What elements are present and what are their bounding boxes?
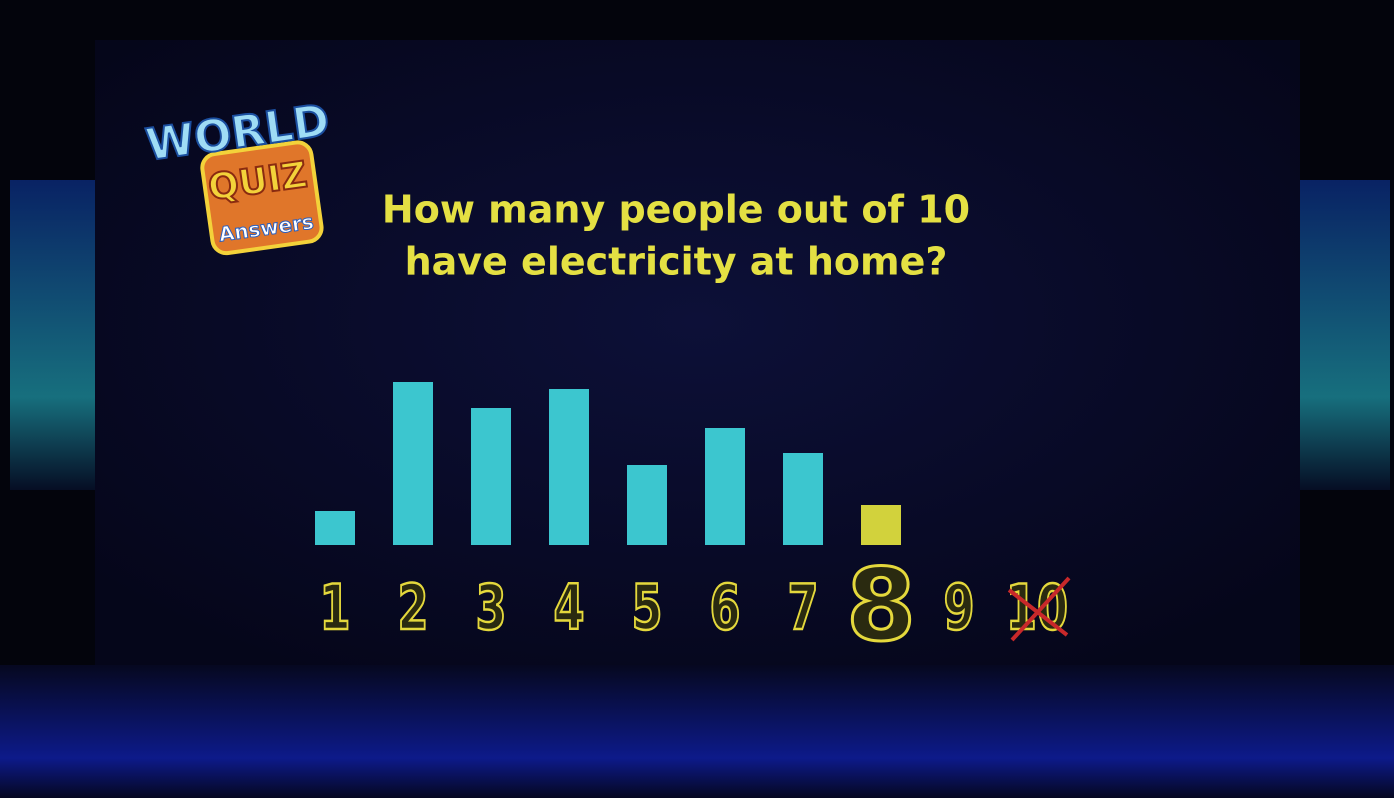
bar [627, 465, 667, 545]
bar [783, 453, 823, 545]
bar [315, 511, 355, 545]
stage-floor [0, 665, 1394, 798]
bar [393, 382, 433, 545]
bar [549, 389, 589, 545]
side-light [1300, 180, 1390, 490]
chart: WORLD QUIZ Answers How many people out o… [0, 0, 1394, 798]
x-tick-label: 2 [397, 571, 428, 643]
bar [705, 428, 745, 545]
x-tick-label: 3 [475, 571, 506, 643]
side-light [10, 180, 95, 490]
x-tick-label: 10 [1006, 571, 1068, 643]
x-tick-label: 5 [631, 571, 662, 643]
bar [471, 408, 511, 545]
x-tick-label: 8 [846, 546, 916, 663]
x-tick-label: 4 [553, 571, 584, 643]
x-tick-label: 7 [787, 571, 818, 643]
x-tick-label: 9 [943, 571, 974, 643]
bar [861, 505, 901, 545]
x-tick-label: 1 [319, 571, 350, 643]
x-tick-label: 6 [709, 571, 740, 643]
page: WORLD QUIZ Answers How many people out o… [0, 0, 1394, 798]
chart-title: have electricity at home? [405, 240, 948, 284]
chart-title: How many people out of 10 [382, 188, 970, 232]
